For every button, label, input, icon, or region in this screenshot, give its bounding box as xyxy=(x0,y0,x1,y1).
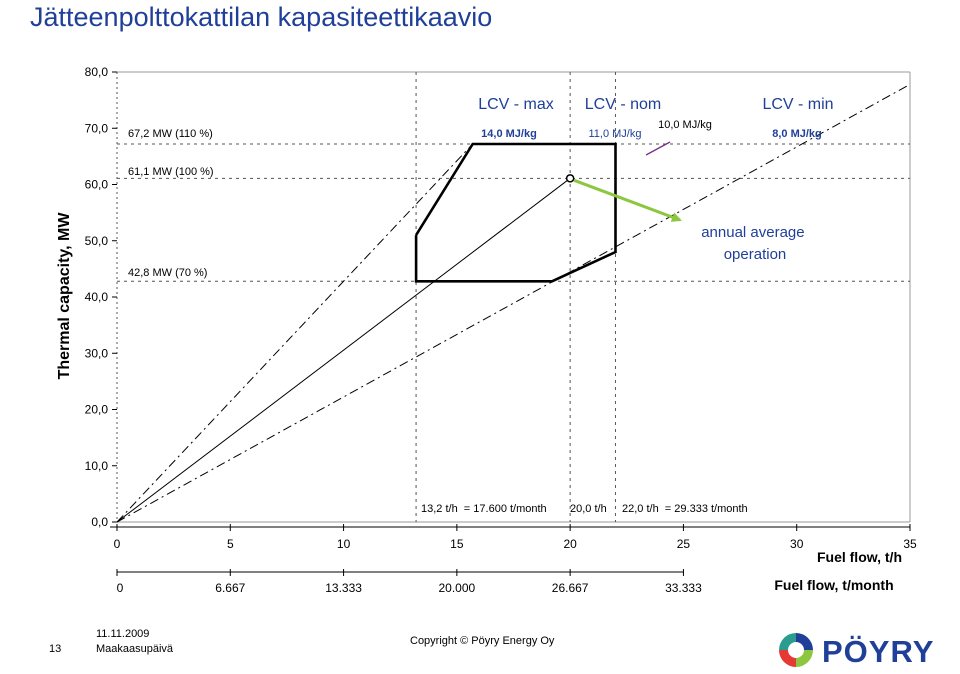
month-axis-title: Fuel flow, t/month xyxy=(774,577,893,593)
month-tick-label-2: 13.333 xyxy=(325,581,362,595)
x-tick-label-5: 25 xyxy=(677,537,691,551)
y-axis-title: Thermal capacity, MW xyxy=(56,212,73,380)
footer-date: 11.11.2009 xyxy=(96,628,150,640)
h-line-label-100: 61,1 MW (100 %) xyxy=(128,166,214,178)
month-axis-ticks: 0 6.667 13.333 20.000 26.667 33.333 xyxy=(116,569,702,595)
h-line-label-110: 67,2 MW (110 %) xyxy=(128,128,213,140)
lcv-extra-value: 10,0 MJ/kg xyxy=(658,119,712,131)
lcv-max-value: 14,0 MJ/kg xyxy=(481,128,537,140)
v-line-label-13: 13,2 t/h = 17.600 t/month xyxy=(421,503,547,515)
y-tick-label-1: 10,0 xyxy=(85,459,109,473)
x-tick-label-3: 15 xyxy=(450,537,464,551)
lcv-nom-heading: LCV - nom xyxy=(585,96,661,113)
lcv-line-0 xyxy=(116,143,474,523)
page-title: Jätteenpolttokattilan kapasiteettikaavio xyxy=(30,2,493,32)
annual-average-label-line2: operation xyxy=(724,246,787,263)
annual-average-arrow xyxy=(573,178,682,222)
y-tick-label-5: 50,0 xyxy=(85,234,109,248)
x-tick-label-4: 20 xyxy=(563,537,577,551)
y-tick-label-0: 0,0 xyxy=(91,515,108,529)
footer-location: Maakaasupäivä xyxy=(96,643,174,655)
operating-envelope xyxy=(414,142,617,283)
y-tick-label-6: 60,0 xyxy=(85,178,109,192)
x-tick-label-6: 30 xyxy=(790,537,804,551)
logo-wordmark: PÖYRY xyxy=(822,634,935,669)
x-tick-label-1: 5 xyxy=(227,537,234,551)
y-tick-label-2: 20,0 xyxy=(85,403,109,417)
x-axis-title: Fuel flow, t/h xyxy=(817,549,902,565)
lcv-nom-value: 11,0 MJ/kg xyxy=(589,128,642,140)
annotations xyxy=(565,174,682,222)
lcv-max-heading: LCV - max xyxy=(478,96,554,113)
month-tick-label-0: 0 xyxy=(117,581,124,595)
v-line-label-22: 22,0 t/h = 29.333 t/month xyxy=(622,503,748,515)
h-line-label-70: 42,8 MW (70 %) xyxy=(128,267,207,279)
month-tick-label-4: 26.667 xyxy=(552,581,589,595)
lcv-extra-marker xyxy=(645,141,671,156)
logo-icon xyxy=(779,633,813,667)
capacity-chart: 0,0 10,0 20,0 30,0 40,0 50,0 60,0 70,0 80,0 Ther… xyxy=(56,65,917,595)
footer-copyright: Copyright © Pöyry Energy Oy xyxy=(410,635,555,647)
v-line-label-20: 20,0 t/h xyxy=(570,503,607,515)
envelope-outline xyxy=(414,142,617,283)
lcv-min-heading: LCV - min xyxy=(762,96,833,113)
page-number: 13 xyxy=(49,643,62,655)
x-tick-label-7: 35 xyxy=(903,537,917,551)
month-tick-label-3: 20.000 xyxy=(439,581,476,595)
annual-average-label: annual average operation xyxy=(701,224,809,263)
lcv-line-1 xyxy=(116,177,571,523)
x-axis-ticks: 0 5 10 15 20 25 30 35 xyxy=(114,524,917,551)
lcv-lines xyxy=(116,83,911,523)
grid-lines xyxy=(117,72,910,522)
y-tick-label-8: 80,0 xyxy=(85,65,109,79)
annual-average-point xyxy=(565,174,575,183)
y-axis: 0,0 10,0 20,0 30,0 40,0 50,0 60,0 70,0 80,0 xyxy=(85,65,118,529)
x-tick-label-2: 10 xyxy=(337,537,351,551)
x-tick-label-0: 0 xyxy=(114,537,121,551)
month-tick-label-1: 6.667 xyxy=(215,581,245,595)
y-tick-label-3: 30,0 xyxy=(85,346,109,360)
y-tick-label-4: 40,0 xyxy=(85,290,109,304)
annual-average-label-line1: annual average xyxy=(701,224,804,241)
lcv-min-value: 8,0 MJ/kg xyxy=(772,128,822,140)
y-tick-label-7: 70,0 xyxy=(85,121,109,135)
lcv-line-2 xyxy=(116,83,911,523)
month-tick-label-5: 33.333 xyxy=(665,581,702,595)
